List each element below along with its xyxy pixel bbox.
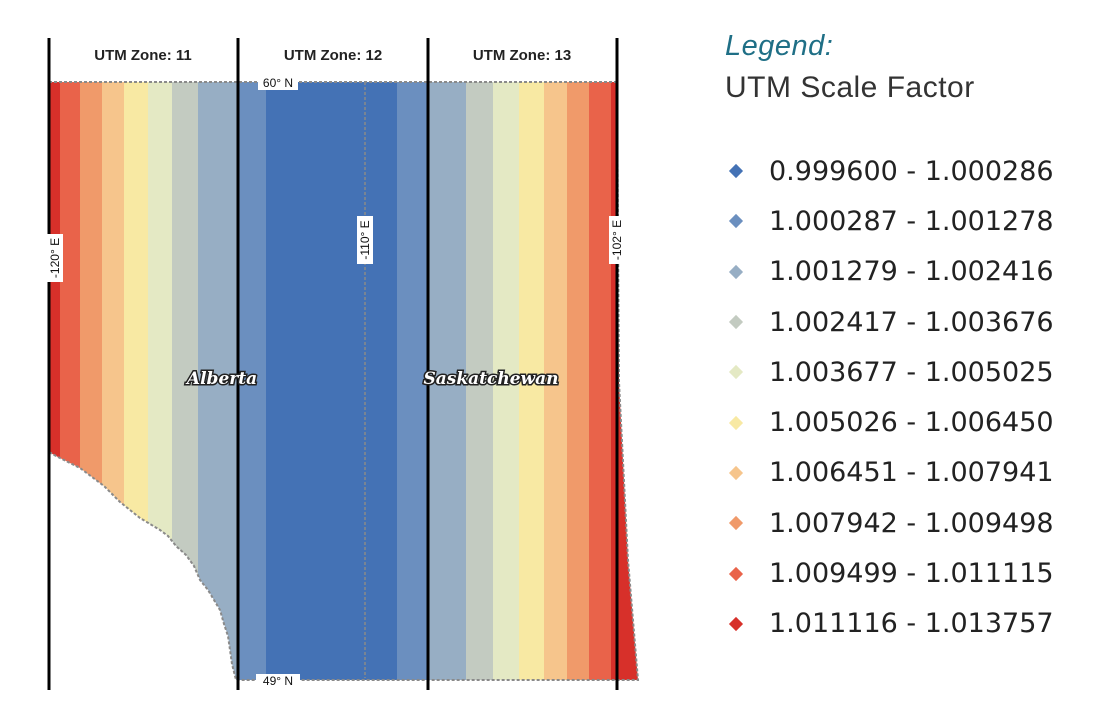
scale-factor-band xyxy=(397,82,428,680)
legend-swatch-icon xyxy=(728,516,744,531)
province-outline xyxy=(48,81,640,681)
legend-subtitle: UTM Scale Factor xyxy=(725,71,975,104)
zone-label-12: UTM Zone: 12 xyxy=(284,47,382,64)
utm-scale-factor-map: UTM Zone: 11 UTM Zone: 12 UTM Zone: 13 6… xyxy=(47,38,640,690)
legend-swatch-icon xyxy=(728,566,744,581)
zone-label-11: UTM Zone: 11 xyxy=(94,47,192,64)
legend-item: 1.007942 - 1.009498 xyxy=(725,498,1095,548)
meridian-label-group: -120° E xyxy=(47,234,63,282)
legend-item-label: 1.006451 - 1.007941 xyxy=(769,457,1054,489)
meridian-label-120: -120° E xyxy=(48,238,62,278)
scale-factor-band xyxy=(80,82,102,680)
parallel-label-bg xyxy=(256,674,300,688)
scale-factor-band xyxy=(102,82,124,680)
legend-item: 1.001279 - 1.002416 xyxy=(725,247,1095,297)
legend-swatch-icon xyxy=(728,616,744,631)
meridian-label-group: -110° E xyxy=(357,216,373,264)
legend-item: 1.002417 - 1.003676 xyxy=(725,297,1095,347)
legend-title: Legend: xyxy=(725,30,834,62)
legend-item-label: 1.001279 - 1.002416 xyxy=(769,256,1054,288)
scale-factor-band xyxy=(49,82,60,680)
legend-item-label: 1.011116 - 1.013757 xyxy=(769,608,1054,640)
scale-factor-band xyxy=(238,82,266,680)
scale-factor-band xyxy=(544,82,567,680)
legend-item-label: 1.007942 - 1.009498 xyxy=(769,507,1054,539)
scale-factor-band xyxy=(519,82,544,680)
legend-swatch-icon xyxy=(728,214,744,229)
scale-factor-band xyxy=(428,82,466,680)
legend-item: 1.003677 - 1.005025 xyxy=(725,347,1095,397)
scale-factor-band xyxy=(466,82,493,680)
zone-label-13: UTM Zone: 13 xyxy=(473,47,571,64)
meridian-label-bg xyxy=(609,216,625,264)
meridian-label-bg xyxy=(357,216,373,264)
utm-zone-boundaries xyxy=(47,38,619,690)
scale-factor-band xyxy=(266,82,365,680)
legend-item-label: 1.000287 - 1.001278 xyxy=(769,205,1054,237)
meridian-label-bg xyxy=(47,234,63,282)
meridian-label-group: -102° E xyxy=(609,216,625,264)
province-label-alberta: Alberta xyxy=(185,369,257,389)
legend-item: 1.011116 - 1.013757 xyxy=(725,599,1095,649)
parallel-label-bg xyxy=(258,76,298,90)
legend-swatch-icon xyxy=(728,465,744,480)
legend: Legend: UTM Scale Factor 0.999600 - 1.00… xyxy=(725,28,1095,649)
legend-swatch-icon xyxy=(728,365,744,380)
scale-factor-band xyxy=(198,82,238,680)
legend-swatch-icon xyxy=(728,164,744,179)
scale-factor-band xyxy=(589,82,611,680)
legend-swatch-icon xyxy=(728,314,744,330)
parallel-label-south: 49° N xyxy=(263,674,293,688)
legend-item-label: 0.999600 - 1.000286 xyxy=(769,155,1054,187)
meridian-label-110: -110° E xyxy=(358,220,372,259)
scale-factor-band xyxy=(60,82,80,680)
legend-item: 1.009499 - 1.011115 xyxy=(725,548,1095,598)
legend-swatch-icon xyxy=(728,264,744,279)
legend-item: 1.006451 - 1.007941 xyxy=(725,448,1095,498)
scale-factor-band xyxy=(148,82,172,680)
scale-factor-band xyxy=(567,82,589,680)
legend-list: 0.999600 - 1.000286 1.000287 - 1.001278 1.… xyxy=(725,146,1095,649)
scale-factor-band xyxy=(124,82,148,680)
scale-factor-band xyxy=(493,82,519,680)
legend-item-label: 1.009499 - 1.011115 xyxy=(769,558,1054,590)
legend-swatch-icon xyxy=(728,415,744,430)
legend-item: 0.999600 - 1.000286 xyxy=(725,146,1095,196)
parallel-label-north: 60° N xyxy=(263,76,293,90)
zone-header: UTM Zone: 11 UTM Zone: 12 UTM Zone: 13 xyxy=(94,47,571,64)
meridian-label-102: -102° E xyxy=(610,220,624,260)
legend-item-label: 1.003677 - 1.005025 xyxy=(769,356,1054,388)
legend-item: 1.000287 - 1.001278 xyxy=(725,196,1095,246)
legend-item-label: 1.005026 - 1.006450 xyxy=(769,407,1054,439)
legend-item-label: 1.002417 - 1.003676 xyxy=(769,306,1054,338)
province-label-saskatchewan: Saskatchewan xyxy=(423,369,558,389)
legend-item: 1.005026 - 1.006450 xyxy=(725,397,1095,447)
scale-factor-band xyxy=(365,82,397,680)
